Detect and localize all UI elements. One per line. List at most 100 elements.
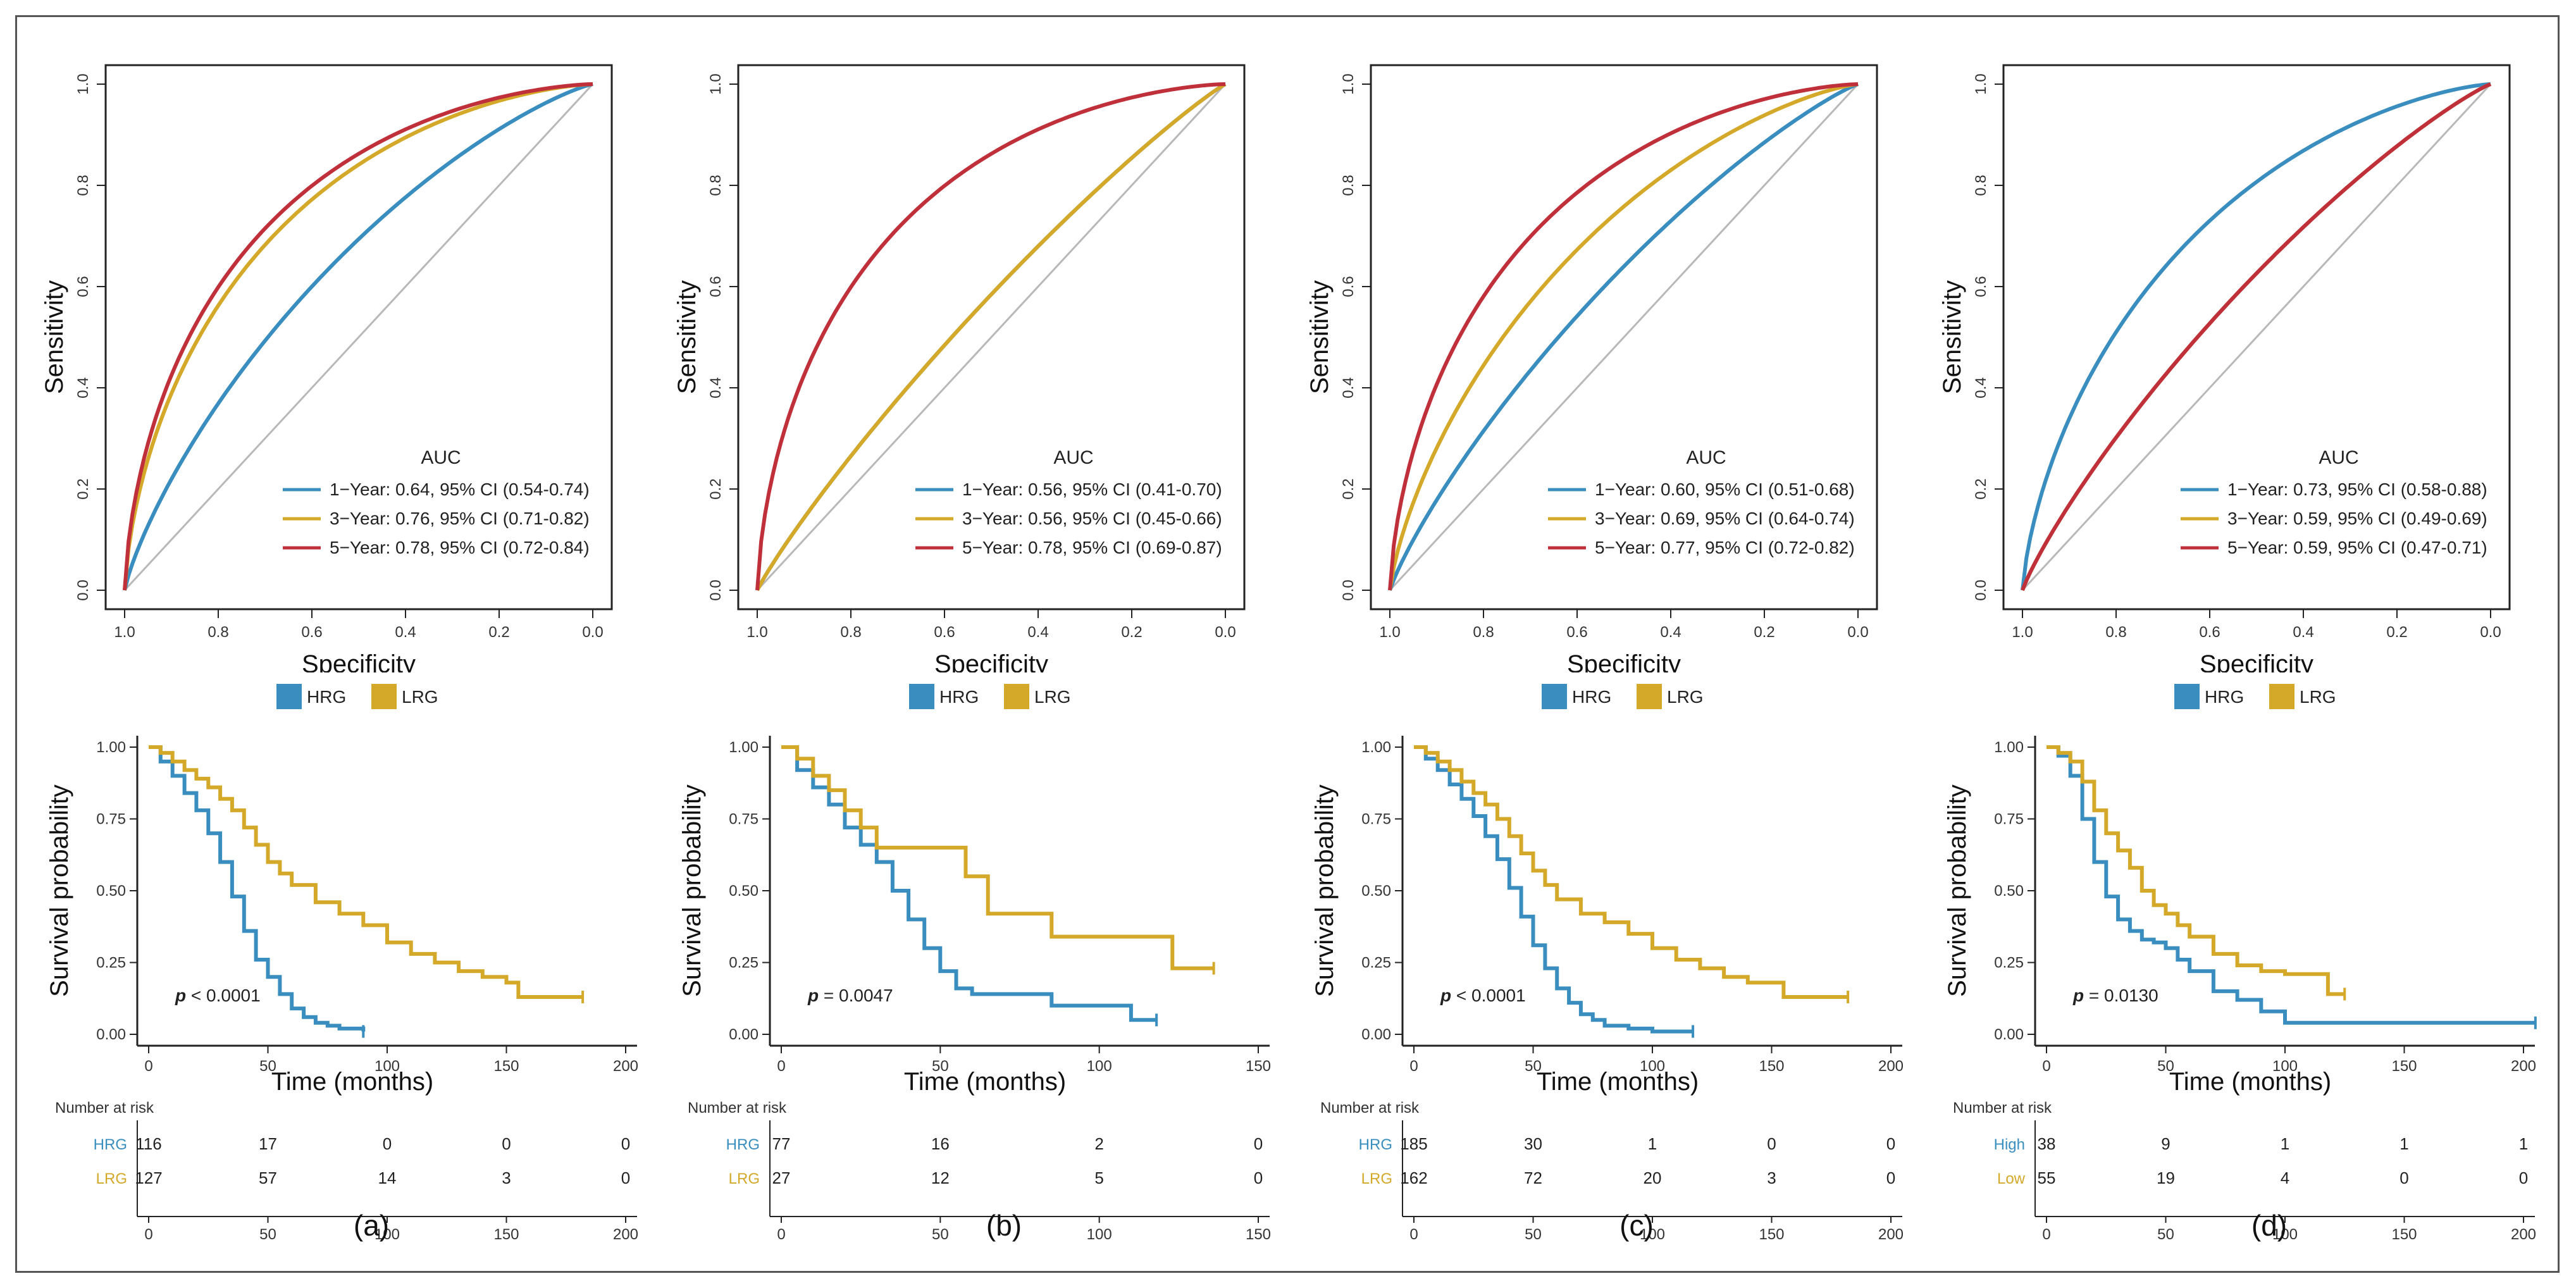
x-tick-label: 0.4 — [2293, 624, 2313, 641]
panel-label: (a) — [354, 1209, 389, 1242]
y-tick-label: 1.00 — [96, 739, 126, 756]
reference-diagonal — [2021, 83, 2492, 591]
y-axis-title: Survival probability — [46, 784, 73, 997]
y-axis-title: Sensitivity — [1938, 280, 1966, 394]
legend-label: 3−Year: 0.56, 95% CI (0.45-0.66) — [962, 509, 1222, 528]
roc-chart-a: 1.0 0.8 0.6 0.4 0.2 0.0 0.0 0.2 0.4 0.6 0.8 1.0 Spec… — [40, 64, 613, 678]
roc-curve-5-year — [755, 82, 1226, 591]
y-tick-label: 0.75 — [96, 811, 126, 828]
x-tick-label: 0.6 — [301, 624, 322, 641]
legend-swatch — [909, 684, 934, 709]
legend-label: LRG — [2300, 687, 2336, 707]
y-tick-label: 0.8 — [75, 175, 92, 195]
x-tick-label: 150 — [493, 1058, 519, 1075]
p-symbol: p — [2072, 986, 2084, 1005]
y-tick-label: 0.50 — [96, 882, 126, 900]
legend-label: 3−Year: 0.69, 95% CI (0.64-0.74) — [1595, 509, 1855, 528]
reference-diagonal — [123, 83, 594, 591]
y-tick-label: 0.25 — [1361, 955, 1391, 972]
y-tick-label: 0.6 — [1972, 276, 1990, 297]
x-axis-title: Time (months) — [2169, 1068, 2331, 1096]
x-axis-title: Time (months) — [271, 1068, 433, 1096]
x-tick-label: 0.4 — [395, 624, 416, 641]
p-value-label: p = 0.0047 — [807, 986, 893, 1005]
legend-label: 5−Year: 0.59, 95% CI (0.47-0.71) — [2227, 538, 2487, 557]
risk-table-cell: 0 — [1254, 1168, 1263, 1187]
survival-curve-hrg — [1414, 745, 1694, 1034]
risk-table-title: Number at risk — [55, 1099, 154, 1117]
y-tick-label: 0.50 — [1361, 882, 1391, 900]
roc-plot-frame — [2002, 64, 2511, 610]
risk-table-title: Number at risk — [1953, 1099, 2052, 1117]
risk-table-cell: 38 — [2038, 1134, 2056, 1153]
risk-x-tick-label: 50 — [2157, 1226, 2174, 1243]
legend-label: LRG — [1034, 687, 1071, 707]
legend-title: AUC — [1053, 447, 1093, 468]
risk-x-tick-label: 0 — [144, 1226, 152, 1243]
y-axis-title: Sensitivity — [40, 280, 68, 394]
roc-curve-5-year — [2021, 82, 2492, 591]
x-axis-title: Time (months) — [1537, 1068, 1699, 1096]
y-tick-label: 0.6 — [707, 276, 724, 297]
legend-label: 1−Year: 0.64, 95% CI (0.54-0.74) — [330, 480, 590, 499]
risk-x-tick-label: 0 — [1409, 1226, 1418, 1243]
roc-plot-frame — [104, 64, 613, 610]
risk-table-cell: 0 — [621, 1134, 630, 1153]
legend-label: 3−Year: 0.59, 95% CI (0.49-0.69) — [2227, 509, 2487, 528]
x-tick-label: 50 — [259, 1058, 276, 1075]
x-tick-label: 1.0 — [2012, 624, 2033, 641]
risk-table-cell: 116 — [135, 1134, 161, 1153]
figure: 1.0 0.8 0.6 0.4 0.2 0.0 0.0 0.2 0.4 0.6 0.8 1.0 Spec… — [15, 15, 2560, 1273]
y-axis-title: Survival probability — [1311, 784, 1339, 997]
risk-table-cell: 0 — [383, 1134, 392, 1153]
reference-diagonal — [1389, 83, 1859, 591]
x-tick-label: 0.2 — [1121, 624, 1142, 641]
reference-diagonal — [756, 83, 1227, 591]
survival-curve-hrg — [2047, 745, 2536, 1025]
y-tick-label: 0.00 — [1994, 1026, 2024, 1043]
x-tick-label: 1.0 — [1379, 624, 1400, 641]
risk-table-cell: 2 — [1094, 1134, 1103, 1153]
p-value: = 0.0047 — [819, 986, 893, 1005]
panel-d: 1.0 0.8 0.6 0.4 0.2 0.0 0.0 0.2 0.4 0.6 0.8 1.0 Spec… — [1928, 40, 2560, 1261]
y-tick-label: 0.25 — [1994, 955, 2024, 972]
y-tick-label: 1.0 — [707, 73, 724, 94]
risk-x-tick-label: 100 — [375, 1226, 400, 1243]
y-tick-label: 0.75 — [1361, 811, 1391, 828]
legend-title: AUC — [421, 447, 461, 468]
risk-x-tick-label: 150 — [1759, 1226, 1784, 1243]
risk-table-cell: 0 — [1886, 1134, 1895, 1153]
y-tick-label: 0.75 — [1994, 811, 2024, 828]
legend-label: 3−Year: 0.76, 95% CI (0.71-0.82) — [330, 509, 590, 528]
y-tick-label: 0.0 — [75, 579, 92, 600]
risk-x-tick-label: 0 — [2042, 1226, 2050, 1243]
legend-label: 5−Year: 0.78, 95% CI (0.72-0.84) — [330, 538, 590, 557]
risk-table-cell: 3 — [1767, 1168, 1776, 1187]
y-tick-label: 0.00 — [96, 1026, 126, 1043]
legend-label: HRG — [2205, 687, 2244, 707]
y-tick-label: 0.8 — [1340, 175, 1357, 195]
roc-chart-d: 1.0 0.8 0.6 0.4 0.2 0.0 0.0 0.2 0.4 0.6 0.8 1.0 Spec… — [1938, 64, 2511, 678]
roc-curve-3-year — [123, 82, 593, 591]
x-tick-label: 100 — [1640, 1058, 1665, 1075]
y-tick-label: 0.50 — [1994, 882, 2024, 900]
risk-table-cell: 1 — [2400, 1134, 2408, 1153]
x-tick-label: 0.8 — [840, 624, 861, 641]
p-symbol: p — [1440, 986, 1451, 1005]
y-tick-label: 0.2 — [1340, 478, 1357, 499]
x-axis-title: Specificity — [302, 650, 416, 672]
legend-swatch — [1004, 684, 1029, 709]
km-chart-a: HRG LRG 0 50 100 150 200 0.00 0.25 0.50 0.75 1.00 Ti… — [46, 684, 638, 1243]
y-tick-label: 1.0 — [1972, 73, 1990, 94]
risk-table-cell: 127 — [135, 1168, 162, 1187]
p-value-label: p < 0.0001 — [1440, 986, 1526, 1005]
roc-curve-3-year — [1388, 82, 1859, 591]
x-tick-label: 200 — [613, 1058, 638, 1075]
legend-title: AUC — [1686, 447, 1726, 468]
y-tick-label: 0.4 — [1972, 377, 1990, 398]
panel-a: 1.0 0.8 0.6 0.4 0.2 0.0 0.0 0.2 0.4 0.6 0.8 1.0 Spec… — [30, 40, 662, 1261]
y-tick-label: 0.00 — [1361, 1026, 1391, 1043]
x-tick-label: 0.2 — [488, 624, 509, 641]
roc-plot-frame — [1370, 64, 1878, 610]
